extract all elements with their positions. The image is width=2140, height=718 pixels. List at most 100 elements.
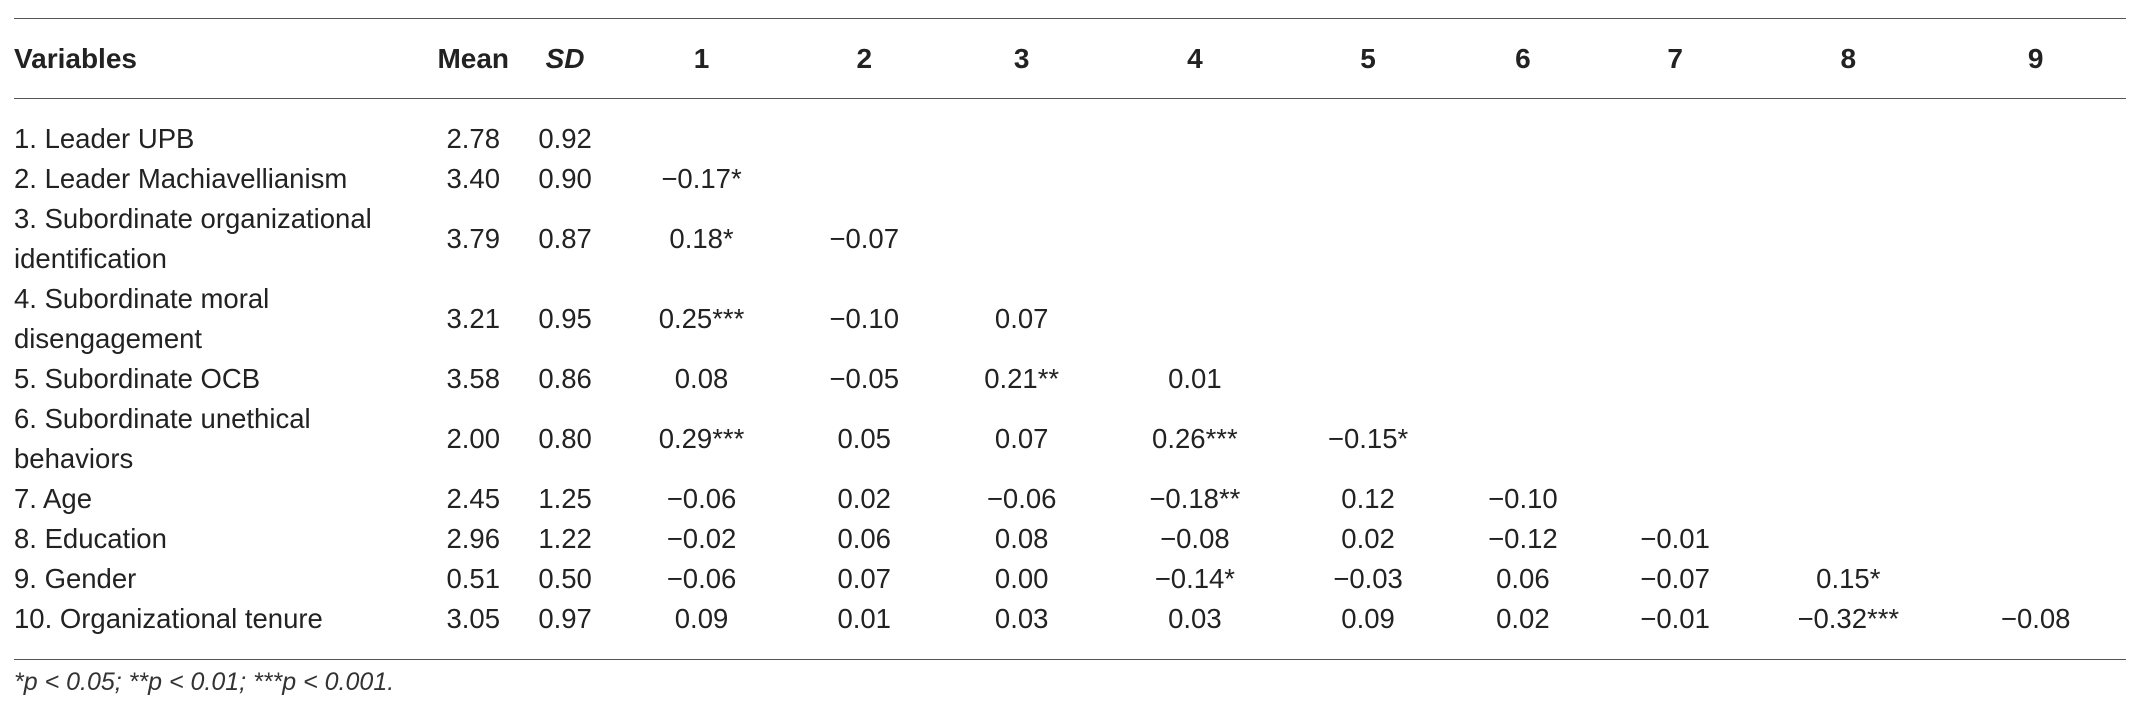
correlation-cell: 0.21** (984, 363, 1060, 394)
correlation-cell: −0.06 (666, 483, 737, 514)
correlation-cell: −0.01 (1640, 523, 1710, 554)
table-row: 2. Leader Machiavellianism 3.40 0.90 −0.17* (14, 159, 2126, 199)
correlation-cell (1100, 279, 1289, 359)
correlation-cell: −0.01 (1599, 599, 1752, 660)
mean-cell: 2.00 (446, 423, 500, 454)
correlation-cell: 0.01 (1168, 363, 1222, 394)
correlation-cell: −0.08 (1160, 523, 1230, 554)
variable-label-line: 6. Subordinate unethical (14, 403, 311, 434)
table-row: 4. Subordinate moral disengagement 3.21 0.9… (14, 279, 2126, 359)
mean-cell: 2.45 (446, 483, 500, 514)
correlation-cell (1751, 279, 1945, 359)
correlation-cell (1945, 99, 2126, 160)
correlation-cell (1447, 359, 1599, 399)
correlation-cell (1599, 359, 1751, 399)
correlation-cell: −0.12 (1488, 523, 1558, 554)
mean-cell: 3.21 (446, 303, 500, 334)
correlation-cell: −0.07 (1640, 563, 1710, 594)
correlation-cell: 0.03 (942, 599, 1101, 660)
correlation-cell: 0.05 (837, 423, 891, 454)
correlation-cell: 0.29*** (658, 423, 745, 454)
correlation-cell (1289, 279, 1446, 359)
correlation-cell (1599, 99, 1751, 160)
correlation-cell: −0.14* (1154, 563, 1236, 594)
variable-label: 10. Organizational tenure (14, 599, 434, 660)
correlation-cell (1100, 159, 1289, 199)
correlation-cell: 0.08 (994, 523, 1049, 554)
correlation-cell: −0.15* (1327, 423, 1409, 454)
correlation-cell (1945, 199, 2126, 279)
header-sd: SD (512, 18, 618, 99)
variable-label-line: disengagement (14, 323, 203, 354)
correlation-cell: −0.08 (1945, 599, 2126, 660)
table-row: 6. Subordinate unethical behaviors 2.00 0.8… (14, 399, 2126, 479)
correlation-cell (1945, 359, 2126, 399)
correlation-cell: −0.03 (1333, 563, 1403, 594)
correlation-cell: −0.17* (661, 163, 742, 194)
correlation-cell (1599, 199, 1751, 279)
mean-cell: 2.96 (446, 523, 500, 554)
variable-label: 9. Gender (14, 559, 434, 599)
variable-label-line: 10. Organizational tenure (14, 603, 323, 634)
correlation-cell (1599, 399, 1751, 479)
variable-label: 4. Subordinate moral disengagement (14, 279, 434, 359)
sd-cell: 0.97 (512, 599, 618, 660)
correlation-cell: 0.03 (1100, 599, 1290, 660)
sd-cell: 0.50 (538, 563, 592, 594)
correlation-cell (1599, 159, 1751, 199)
correlation-cell (943, 99, 1100, 160)
correlation-cell (1945, 279, 2126, 359)
correlation-cell (1289, 359, 1446, 399)
header-col-6: 6 (1446, 18, 1599, 99)
correlation-cell (1599, 279, 1751, 359)
correlation-cell: 0.08 (674, 363, 729, 394)
correlation-cell (1751, 479, 1945, 519)
correlation-cell (1447, 159, 1599, 199)
mean-cell: 3.40 (446, 163, 500, 194)
correlation-cell (618, 99, 786, 160)
table-row: 1. Leader UPB 2.78 0.92 (14, 99, 2126, 160)
variable-label-line: 4. Subordinate moral (14, 283, 270, 314)
header-variables: Variables (14, 18, 434, 99)
sd-cell: 0.90 (538, 163, 592, 194)
variable-label: 2. Leader Machiavellianism (14, 159, 434, 199)
table-row: 3. Subordinate organizational identificat… (14, 199, 2126, 279)
sd-cell: 0.80 (538, 423, 592, 454)
correlation-cell (1945, 559, 2126, 599)
table-row: 5. Subordinate OCB 3.58 0.86 0.08 −0.05 0.21*… (14, 359, 2126, 399)
correlation-cell (1447, 99, 1599, 160)
header-col-4: 4 (1100, 18, 1290, 99)
sd-cell: 1.25 (538, 483, 592, 514)
mean-cell: 3.05 (433, 599, 513, 660)
variable-label-line: 9. Gender (14, 563, 137, 594)
correlation-cell: −0.32*** (1751, 599, 1946, 660)
correlation-cell (786, 159, 943, 199)
correlation-cell: 0.06 (837, 523, 891, 554)
correlation-cell: 0.02 (837, 483, 891, 514)
correlation-cell (1289, 159, 1446, 199)
correlation-cell (1945, 519, 2126, 559)
correlation-cell (1751, 159, 1945, 199)
footnote: *p < 0.05; **p < 0.01; ***p < 0.001. (14, 668, 395, 696)
correlation-cell (1100, 199, 1289, 279)
header-col-7: 7 (1599, 18, 1752, 99)
correlation-cell (786, 99, 943, 160)
variable-label: 6. Subordinate unethical behaviors (14, 399, 434, 479)
variable-label-line: identification (14, 243, 167, 274)
variable-label-line: 3. Subordinate organizational (14, 203, 372, 234)
correlation-cell: 0.25*** (658, 303, 745, 334)
correlation-cell: 0.02 (1446, 599, 1599, 660)
sd-cell: 0.92 (538, 123, 592, 154)
sd-cell: 0.87 (538, 223, 592, 254)
correlation-cell: −0.18** (1149, 483, 1241, 514)
correlation-cell (943, 199, 1100, 279)
variable-label: 5. Subordinate OCB (14, 359, 434, 399)
correlation-cell: 0.07 (994, 423, 1049, 454)
correlation-cell: −0.06 (986, 483, 1057, 514)
header-row: Variables Mean SD 1 2 3 4 5 6 7 8 9 (14, 18, 2126, 99)
correlation-cell: 0.02 (1341, 523, 1395, 554)
correlation-cell (1945, 479, 2126, 519)
variable-label-line: 1. Leader UPB (14, 123, 195, 154)
variable-label-line: 8. Education (14, 523, 167, 554)
correlation-cell (1751, 99, 1945, 160)
